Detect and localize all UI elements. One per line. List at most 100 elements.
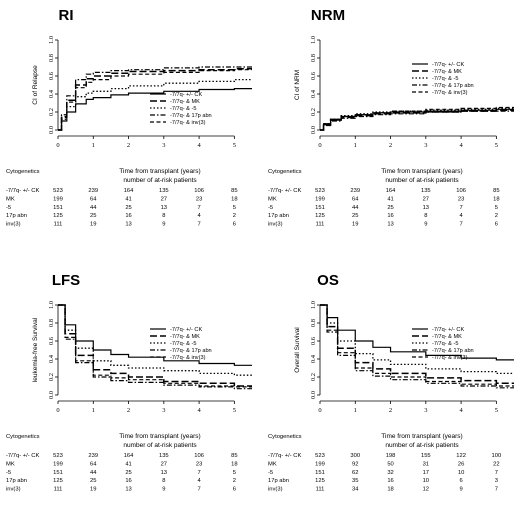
risk-count: 27	[161, 196, 167, 202]
risk-row-label: -5	[6, 205, 11, 211]
x-tick-label: 1	[354, 142, 357, 149]
risk-count: 13	[423, 205, 429, 211]
risk-count: 64	[90, 461, 97, 467]
x-tick-label: 2	[389, 407, 392, 414]
risk-count: 2	[495, 213, 498, 219]
risk-count: 198	[386, 453, 396, 459]
risk-row-label: inv(3)	[268, 487, 283, 493]
series-line-4	[320, 110, 514, 131]
risk-count: 5	[233, 470, 236, 476]
risk-count: 523	[53, 188, 63, 194]
legend-entry: -7/7q- +/- CK	[432, 327, 464, 333]
y-tick-label: 0.8	[48, 319, 55, 327]
risk-count: 135	[421, 188, 431, 194]
panel-title: RI	[59, 7, 74, 24]
risk-table-title: number of at-risk patients	[385, 177, 459, 184]
y-tick-label: 0.8	[310, 319, 317, 327]
risk-count: 7	[495, 487, 498, 493]
risk-count: 523	[315, 188, 325, 194]
legend-entry: -7/7q- & inv(3)	[170, 120, 206, 126]
y-tick-label: 0.2	[310, 373, 317, 381]
risk-count: 523	[315, 453, 325, 459]
y-tick-label: 0.6	[48, 71, 55, 80]
y-tick-label: 0.0	[310, 126, 317, 134]
legend-entry: -7/7q- & 17p abn	[432, 348, 474, 354]
risk-count: 151	[315, 470, 325, 476]
risk-count: 151	[53, 470, 63, 476]
x-tick-label: 1	[354, 407, 357, 414]
risk-count: 7	[459, 222, 462, 228]
risk-count: 13	[125, 222, 131, 228]
risk-count: 125	[53, 213, 63, 219]
series-line-4	[58, 304, 252, 390]
risk-row-label: MK	[6, 196, 15, 202]
legend-entry: -7/7q- & inv(3)	[432, 355, 468, 361]
y-tick-label: 0.4	[310, 89, 317, 98]
y-tick-label: 0.2	[310, 108, 317, 116]
y-tick-label: 0.8	[310, 54, 317, 62]
risk-count: 199	[53, 461, 63, 467]
risk-count: 22	[493, 461, 499, 467]
risk-row-label: -5	[268, 205, 273, 211]
risk-count: 25	[387, 205, 393, 211]
series-line-2	[320, 304, 514, 385]
risk-count: 9	[424, 222, 427, 228]
risk-row-label: -7/7q- +/- CK	[268, 188, 301, 194]
series-line-1	[320, 304, 514, 361]
risk-count: 7	[197, 205, 200, 211]
risk-count: 125	[53, 478, 63, 484]
series-line-3	[58, 304, 252, 376]
risk-count: 135	[159, 453, 169, 459]
risk-count: 6	[495, 222, 498, 228]
x-tick-label: 1	[92, 407, 95, 414]
x-tick-label: 2	[127, 407, 130, 414]
x-tick-label: 3	[162, 407, 165, 414]
risk-count: 106	[456, 188, 466, 194]
risk-count: 85	[493, 188, 499, 194]
y-tick-label: 1.0	[310, 301, 317, 309]
risk-count: 19	[90, 222, 96, 228]
risk-count: 26	[458, 461, 464, 467]
risk-row-label: MK	[268, 196, 277, 202]
x-tick-label: 5	[495, 142, 498, 149]
risk-count: 125	[315, 478, 325, 484]
risk-count: 25	[125, 205, 131, 211]
risk-count: 44	[352, 205, 359, 211]
series-line-1	[58, 304, 252, 366]
risk-count: 199	[315, 461, 325, 467]
risk-count: 2	[233, 213, 236, 219]
risk-count: 199	[315, 196, 325, 202]
risk-count: 13	[161, 205, 167, 211]
risk-count: 25	[125, 470, 131, 476]
x-axis-label: Time from transplant (years)	[381, 433, 462, 440]
risk-row-label: 17p abn	[6, 213, 27, 219]
risk-count: 64	[90, 196, 97, 202]
y-tick-label: 0.8	[48, 54, 55, 62]
risk-count: 92	[352, 461, 358, 467]
x-axis-label: Time from transplant (years)	[381, 168, 462, 175]
x-tick-label: 3	[162, 142, 165, 149]
risk-count: 151	[53, 205, 63, 211]
series-line-4	[58, 66, 252, 131]
risk-row-label: -5	[6, 470, 11, 476]
risk-count: 106	[194, 453, 204, 459]
risk-row-label: MK	[6, 461, 15, 467]
risk-count: 16	[387, 213, 393, 219]
risk-count: 18	[231, 196, 237, 202]
risk-count: 8	[162, 213, 165, 219]
series-line-2	[320, 109, 514, 131]
x-tick-label: 0	[56, 407, 59, 414]
x-tick-label: 2	[389, 142, 392, 149]
risk-count: 25	[352, 213, 358, 219]
risk-count: 300	[350, 453, 360, 459]
risk-count: 7	[197, 222, 200, 228]
risk-count: 7	[197, 487, 200, 493]
legend-entry: -7/7q- +/- CK	[432, 62, 464, 68]
y-tick-label: 0.4	[48, 89, 55, 98]
risk-row-label: 17p abn	[268, 478, 289, 484]
legend-entry: -7/7q- & -5	[170, 106, 196, 112]
